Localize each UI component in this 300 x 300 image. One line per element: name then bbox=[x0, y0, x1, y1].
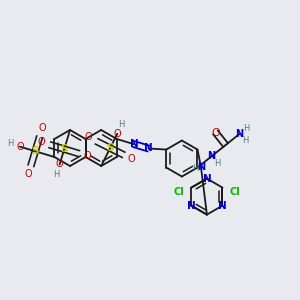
Text: O: O bbox=[83, 151, 91, 161]
Text: H: H bbox=[7, 139, 14, 148]
Text: H: H bbox=[214, 159, 220, 168]
Text: O: O bbox=[211, 128, 220, 138]
Text: H: H bbox=[192, 164, 198, 173]
Text: H: H bbox=[118, 120, 125, 129]
Text: N: N bbox=[187, 201, 196, 211]
Text: O: O bbox=[113, 129, 121, 139]
Text: O: O bbox=[56, 160, 64, 170]
Text: N: N bbox=[208, 151, 216, 161]
Text: N: N bbox=[202, 174, 211, 184]
Text: S: S bbox=[61, 144, 68, 154]
Text: S: S bbox=[106, 143, 114, 153]
Text: Cl: Cl bbox=[174, 187, 185, 196]
Text: S: S bbox=[32, 146, 39, 156]
Text: N: N bbox=[218, 201, 227, 211]
Text: N: N bbox=[197, 162, 205, 172]
Text: O: O bbox=[38, 123, 46, 133]
Text: O: O bbox=[128, 154, 135, 164]
Text: H: H bbox=[54, 169, 60, 178]
Text: N: N bbox=[130, 139, 138, 149]
Text: H: H bbox=[242, 136, 248, 145]
Text: N: N bbox=[144, 143, 153, 154]
Text: H: H bbox=[244, 124, 250, 133]
Text: O: O bbox=[16, 142, 24, 152]
Text: Cl: Cl bbox=[229, 187, 240, 196]
Text: N: N bbox=[236, 129, 244, 139]
Text: O: O bbox=[85, 132, 92, 142]
Text: O: O bbox=[25, 169, 32, 179]
Text: O: O bbox=[38, 137, 45, 147]
